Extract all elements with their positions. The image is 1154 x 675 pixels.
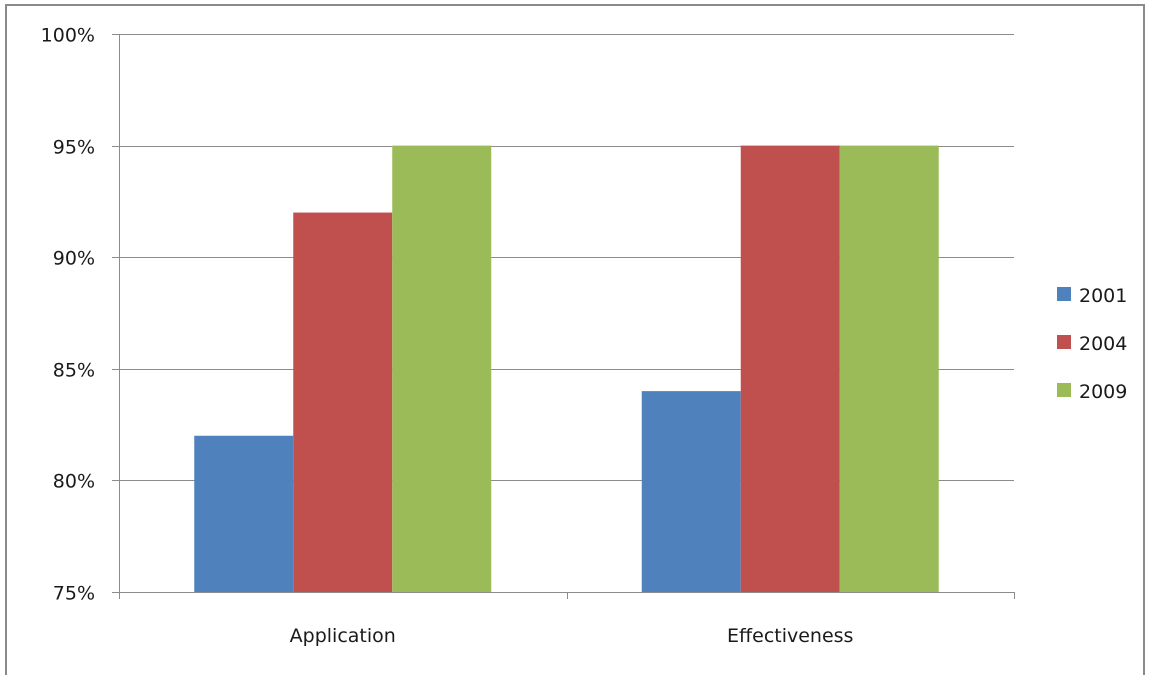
legend-swatch	[1057, 383, 1071, 397]
y-tick-label: 85%	[53, 360, 95, 382]
y-tick-label: 95%	[53, 137, 95, 159]
axes	[119, 34, 1015, 599]
legend-label: 2004	[1079, 333, 1127, 355]
bar-2004-application	[293, 212, 393, 592]
x-category-label: Application	[290, 625, 396, 647]
y-tick-labels: 75% 80% 85% 90% 95% 100%	[41, 25, 95, 605]
chart-frame	[5, 4, 1145, 675]
bar-2004-effectiveness	[740, 145, 840, 592]
legend-swatch	[1057, 335, 1071, 349]
x-category-label: Effectiveness	[727, 625, 853, 647]
bar-2009-effectiveness	[839, 145, 939, 592]
bar-2001-effectiveness	[641, 391, 741, 592]
y-tick-label: 75%	[53, 583, 95, 605]
legend-swatch	[1057, 287, 1071, 301]
bars	[194, 145, 939, 592]
y-tick-label: 90%	[53, 248, 95, 270]
y-tick-label: 100%	[41, 25, 95, 47]
x-category-labels: Application Effectiveness	[290, 625, 854, 647]
legend-label: 2009	[1079, 381, 1127, 403]
legend-label: 2001	[1079, 285, 1127, 307]
legend: 2001 2004 2009	[1057, 285, 1127, 403]
bar-2001-application	[194, 435, 294, 592]
y-tick-label: 80%	[53, 471, 95, 493]
bar-2009-application	[392, 145, 492, 592]
